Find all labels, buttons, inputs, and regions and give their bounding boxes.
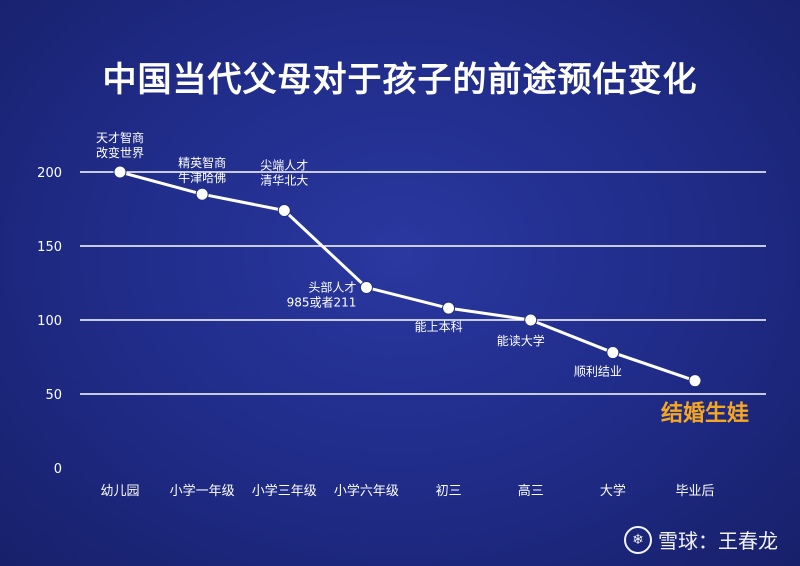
- y-tick-label: 0: [54, 462, 62, 477]
- watermark: ❄ 雪球：王春龙: [624, 525, 778, 554]
- snowball-logo-icon: ❄: [624, 525, 652, 554]
- data-point: [195, 187, 209, 201]
- data-label: 能读大学: [497, 333, 545, 348]
- watermark-text: 雪球：王春龙: [658, 529, 778, 553]
- data-point: [606, 346, 620, 360]
- chart-title: 中国当代父母对于孩子的前途预估变化: [102, 60, 698, 100]
- x-tick-label: 高三: [518, 483, 544, 499]
- x-tick-label: 毕业后: [675, 484, 714, 499]
- data-point: [113, 165, 127, 179]
- x-tick-label: 小学一年级: [170, 483, 235, 499]
- data-label: 天才智商: [96, 130, 144, 145]
- data-point: [524, 313, 538, 327]
- x-tick-label: 小学三年级: [252, 483, 317, 499]
- y-tick-label: 100: [37, 314, 62, 329]
- series-line: [119, 170, 696, 383]
- data-label: 顺利结业: [574, 365, 622, 379]
- x-tick-label: 幼儿园: [100, 484, 139, 499]
- data-label: 头部人才: [308, 279, 356, 294]
- data-label: 能上本科: [415, 320, 463, 334]
- data-point: [277, 203, 291, 217]
- data-point: [359, 280, 373, 294]
- data-label: 985或者211: [287, 295, 357, 309]
- data-label: 牛津哈佛: [178, 170, 226, 185]
- x-tick-label: 初三: [436, 484, 462, 499]
- data-label: 清华北大: [260, 173, 308, 187]
- y-tick-label: 50: [45, 388, 62, 403]
- data-label: 尖端人才: [260, 158, 308, 172]
- x-tick-label: 大学: [600, 483, 626, 499]
- data-label: 精英智商: [178, 155, 226, 170]
- data-label: 改变世界: [96, 145, 144, 160]
- x-tick-label: 小学六年级: [334, 483, 399, 499]
- y-tick-label: 150: [37, 240, 62, 255]
- data-point: [688, 374, 702, 388]
- highlight-data-label: 结婚生娃: [661, 401, 749, 427]
- y-tick-label: 200: [37, 166, 62, 181]
- data-point: [442, 301, 456, 315]
